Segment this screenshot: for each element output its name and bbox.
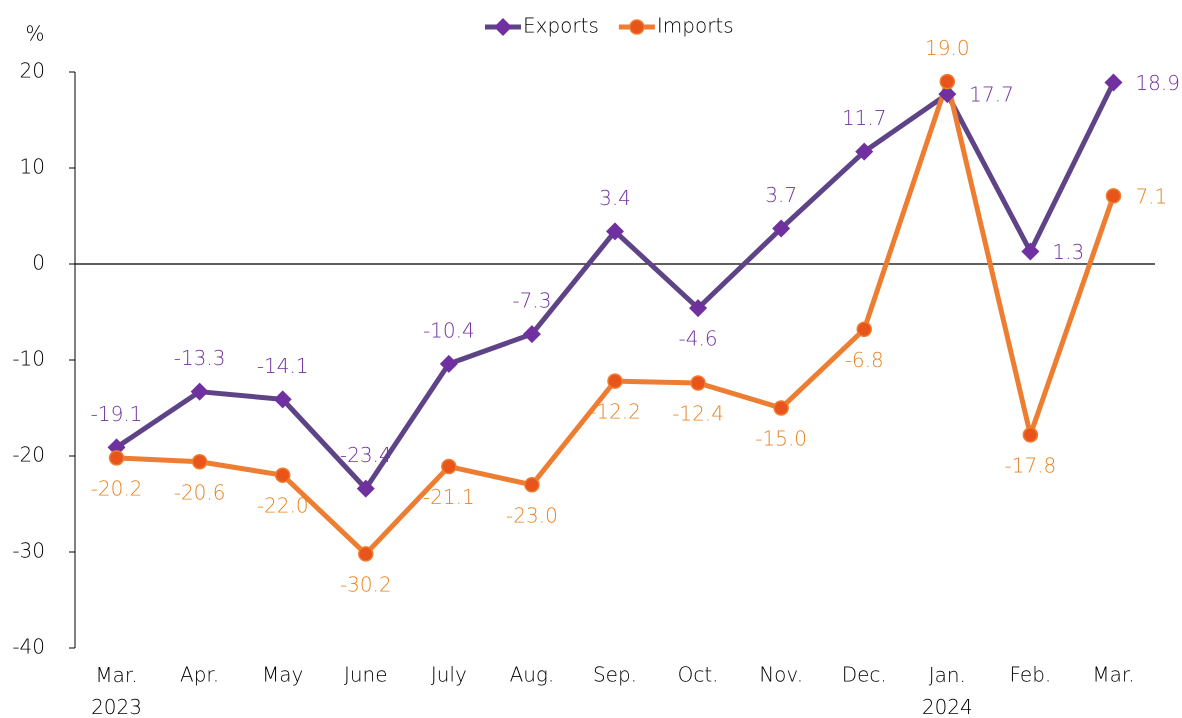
x-tick-label: May	[262, 663, 303, 687]
marker	[690, 375, 706, 391]
marker	[191, 454, 208, 470]
data-label: 3.7	[765, 183, 797, 207]
data-label: -12.4	[672, 402, 724, 426]
data-label: -15.0	[755, 427, 807, 451]
x-tick-label: Mar.	[1092, 663, 1134, 687]
data-label: -17.8	[1005, 453, 1057, 477]
x-tick-label: Mar. 2023	[91, 663, 142, 718]
x-tick-label: Sep.	[593, 663, 637, 687]
data-label: 18.9	[1135, 71, 1180, 95]
marker	[274, 467, 291, 483]
y-tick-label: -20	[12, 443, 45, 467]
data-label: -19.1	[91, 402, 143, 426]
y-tick-label: 10	[20, 155, 45, 179]
marker	[439, 354, 458, 373]
marker	[1104, 73, 1123, 92]
y-axis-label: %	[25, 22, 44, 46]
x-tick-label: Nov.	[759, 663, 803, 687]
x-tick-label: Aug.	[510, 663, 555, 687]
y-tick-label: 20	[20, 59, 45, 83]
legend-marker	[494, 18, 512, 36]
marker	[689, 299, 708, 318]
data-label: -12.2	[589, 400, 641, 424]
y-tick-label: -40	[12, 635, 45, 659]
data-label: 17.7	[969, 83, 1014, 107]
marker	[772, 219, 791, 238]
data-label: -20.6	[174, 480, 226, 504]
y-tick-label: -10	[12, 347, 45, 371]
marker	[939, 73, 956, 90]
data-label: -14.1	[257, 354, 309, 378]
x-tick-label: June	[344, 663, 388, 687]
series-line	[116, 79, 1116, 557]
marker	[190, 382, 209, 401]
marker	[108, 450, 125, 466]
data-label: -6.8	[845, 348, 884, 372]
data-label: -20.2	[91, 476, 143, 500]
data-label: -30.2	[340, 572, 392, 596]
marker	[607, 373, 623, 389]
x-tick-label: Apr.	[180, 663, 219, 687]
data-label: -4.6	[679, 327, 718, 351]
marker	[856, 321, 872, 338]
marker	[606, 222, 624, 241]
marker	[358, 546, 374, 562]
x-tick-label: Oct.	[678, 663, 719, 687]
marker	[522, 325, 541, 344]
data-label: -10.4	[423, 318, 475, 342]
data-label: -22.0	[257, 494, 309, 518]
data-label: 7.1	[1135, 184, 1167, 208]
data-label: -23.4	[340, 443, 392, 467]
legend-marker	[629, 19, 645, 35]
data-label: -7.3	[512, 289, 551, 313]
marker	[1022, 427, 1039, 443]
marker	[938, 85, 957, 104]
legend-label: Imports	[657, 14, 734, 38]
data-label: -13.3	[174, 346, 226, 370]
data-label: 11.7	[842, 106, 887, 130]
marker	[273, 390, 292, 409]
data-label: -21.1	[423, 485, 475, 509]
x-tick-label: July	[431, 663, 467, 687]
marker	[524, 477, 540, 493]
x-tick-label: Dec.	[842, 663, 887, 687]
data-label: 3.4	[599, 186, 631, 210]
legend-label: Exports	[523, 14, 599, 38]
marker	[1021, 242, 1040, 261]
data-label: 1.3	[1052, 240, 1084, 264]
y-tick-label: 0	[32, 251, 45, 275]
data-label: 19.0	[925, 36, 970, 60]
data-label: -23.0	[506, 503, 558, 527]
marker	[1105, 188, 1122, 204]
marker	[441, 458, 457, 475]
marker	[773, 400, 789, 416]
x-tick-label: Jan. 2024	[922, 663, 973, 718]
marker	[855, 142, 874, 161]
marker	[356, 479, 375, 498]
x-tick-label: Feb.	[1009, 663, 1051, 687]
y-tick-label: -30	[12, 539, 45, 563]
